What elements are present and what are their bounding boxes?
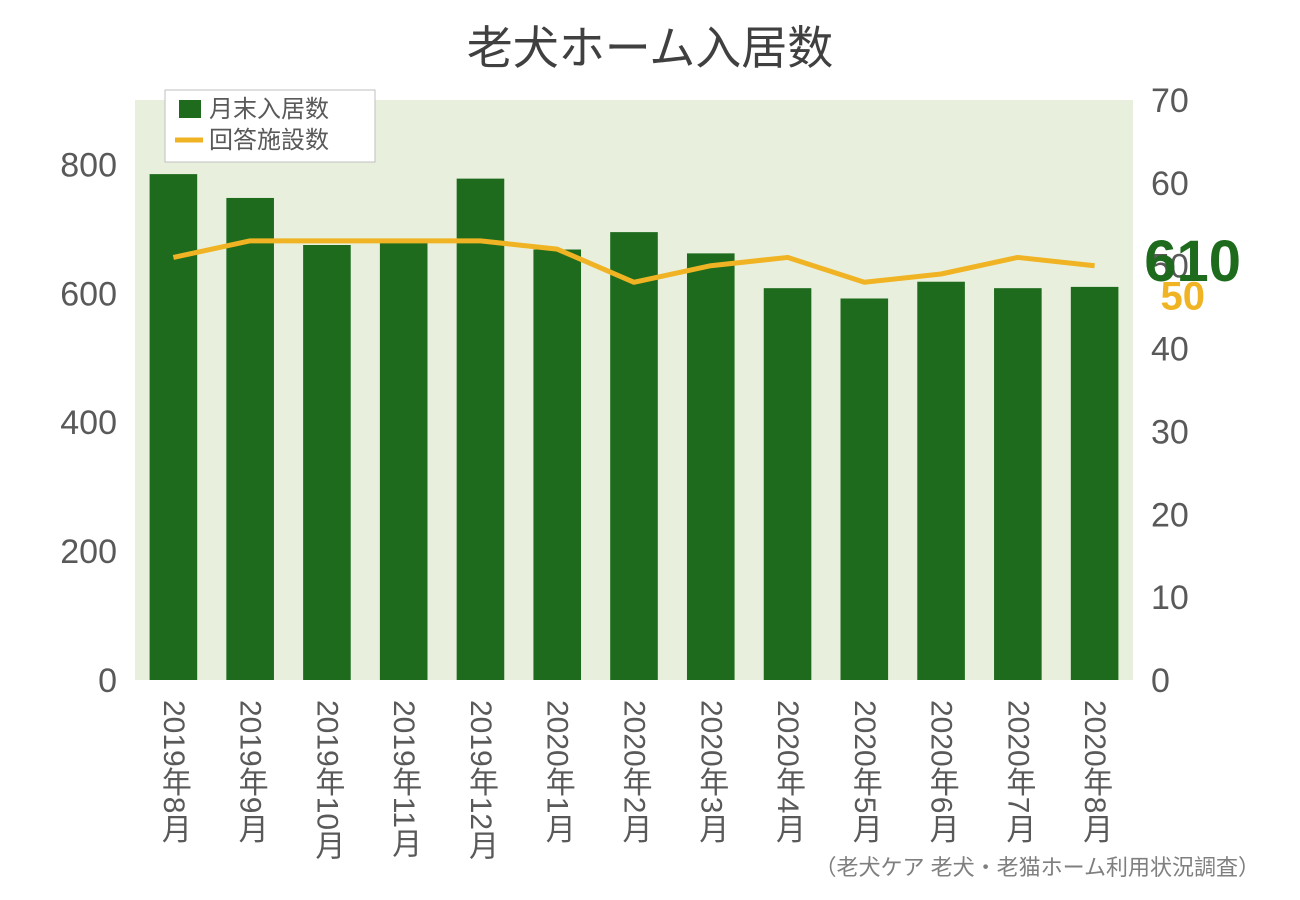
x-label-group: 2020年1月 [541, 700, 576, 844]
bar [764, 288, 812, 680]
bar [687, 253, 735, 680]
y-left-tick: 0 [98, 662, 117, 700]
bar [533, 250, 581, 680]
x-label: 2019年11月 [387, 700, 422, 858]
y-right-tick: 60 [1151, 165, 1189, 203]
bar [917, 282, 965, 680]
x-label-group: 2019年11月 [387, 700, 422, 858]
y-left-tick: 600 [60, 275, 117, 313]
x-label-group: 2020年5月 [848, 700, 883, 844]
x-label: 2019年8月 [157, 700, 192, 844]
legend-label: 月末入居数 [209, 96, 329, 123]
y-right-tick: 30 [1151, 413, 1189, 451]
x-label: 2020年1月 [541, 700, 576, 844]
x-label-group: 2020年6月 [925, 700, 960, 844]
y-right-tick: 70 [1151, 82, 1189, 120]
y-left-tick: 200 [60, 533, 117, 571]
bar [841, 298, 889, 680]
x-label: 2020年7月 [1001, 700, 1036, 844]
y-left-tick: 800 [60, 146, 117, 184]
bar [457, 179, 505, 680]
x-label: 2020年2月 [618, 700, 653, 844]
x-label: 2020年4月 [771, 700, 806, 844]
x-label: 2020年3月 [694, 700, 729, 844]
legend-label: 回答施設数 [209, 127, 329, 154]
x-label: 2020年5月 [848, 700, 883, 844]
x-label: 2019年12月 [464, 700, 499, 861]
y-left-tick: 400 [60, 404, 117, 442]
x-label: 2019年10月 [310, 700, 345, 861]
y-right-tick: 20 [1151, 496, 1189, 534]
bar [610, 232, 658, 680]
x-label-group: 2020年2月 [618, 700, 653, 844]
y-right-tick: 40 [1151, 331, 1189, 369]
chart-title: 老犬ホーム入居数 [0, 12, 1300, 78]
footnote: （老犬ケア 老犬・老猫ホーム利用状況調査） [815, 850, 1260, 882]
bar [380, 243, 428, 680]
x-label-group: 2019年8月 [157, 700, 192, 844]
x-label-group: 2019年9月 [234, 700, 269, 844]
callout-line-value: 50 [1161, 275, 1206, 319]
y-right-tick: 10 [1151, 579, 1189, 617]
bar [303, 245, 351, 680]
x-label: 2020年6月 [925, 700, 960, 844]
x-label-group: 2020年3月 [694, 700, 729, 844]
x-label: 2019年9月 [234, 700, 269, 844]
combo-chart: 0 200 400 600 800 0 10 20 30 40 50 60 70 2019年8月 2019年… [0, 0, 1300, 900]
x-label-group: 2020年8月 [1078, 700, 1113, 844]
bar [1071, 287, 1119, 680]
legend-swatch-bar [179, 100, 201, 118]
bar [150, 174, 198, 680]
x-label-group: 2020年4月 [771, 700, 806, 844]
bar [226, 198, 274, 680]
bar [994, 288, 1042, 680]
x-label: 2020年8月 [1078, 700, 1113, 844]
y-right-tick: 0 [1151, 662, 1170, 700]
x-label-group: 2019年10月 [310, 700, 345, 861]
x-label-group: 2019年12月 [464, 700, 499, 861]
x-label-group: 2020年7月 [1001, 700, 1036, 844]
